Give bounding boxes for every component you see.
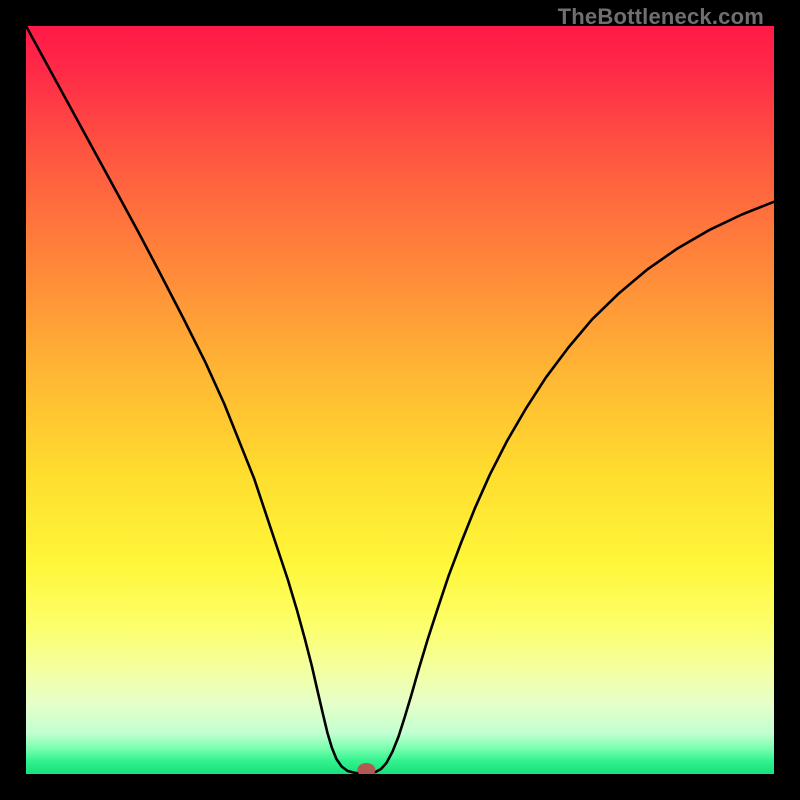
gradient-background xyxy=(26,26,774,774)
watermark-label: TheBottleneck.com xyxy=(558,4,764,30)
plot-area xyxy=(26,26,774,774)
chart-svg xyxy=(26,26,774,774)
